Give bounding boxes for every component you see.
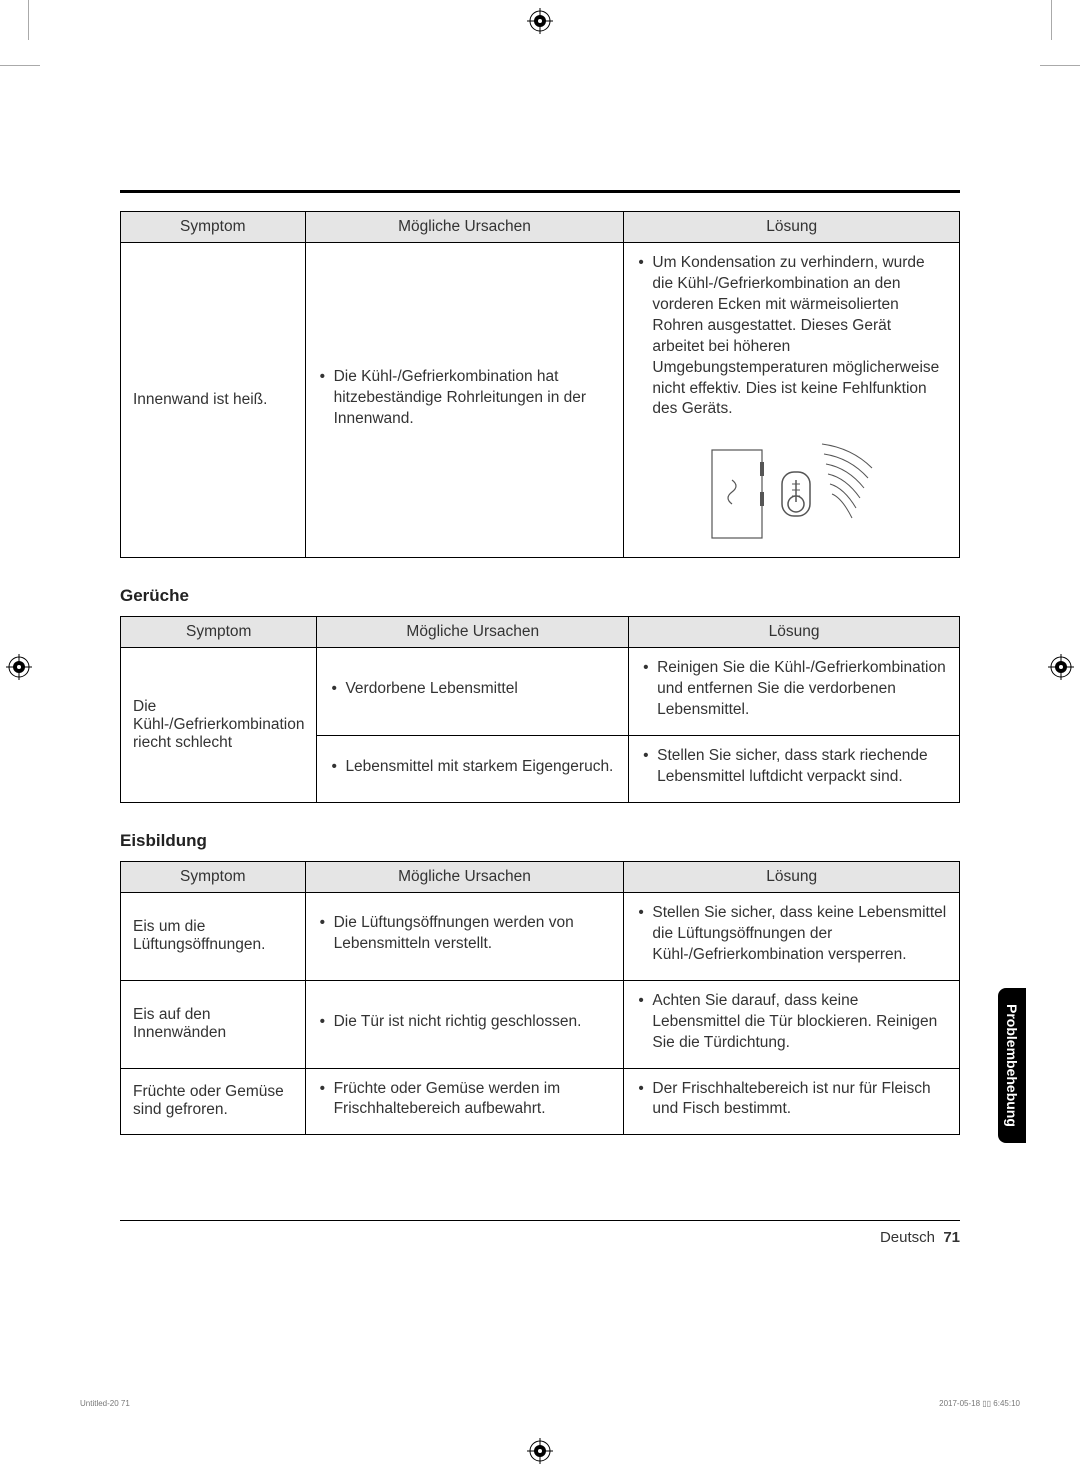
fridge-illustration (636, 432, 947, 547)
solution-cell: Stellen Sie sicher, dass stark riechende… (629, 736, 960, 803)
print-timestamp: 2017-05-18 ▯▯ 6:45:10 (939, 1399, 1020, 1408)
cause-item: Verdorbene Lebensmittel (329, 679, 616, 700)
solution-item: Stellen Sie sicher, dass stark riechende… (641, 746, 947, 788)
page-number: 71 (943, 1229, 960, 1246)
col-header-cause: Mögliche Ursachen (305, 861, 624, 892)
col-header-symptom: Symptom (121, 617, 317, 648)
cause-item: Die Lüftungsöffnungen werden von Lebensm… (318, 913, 612, 955)
symptom-cell: Eis um die Lüftungsöffnungen. (121, 892, 306, 980)
solution-cell: Reinigen Sie die Kühl-/Gefrierkombinatio… (629, 648, 960, 736)
print-file-label: Untitled-20 71 (80, 1399, 130, 1408)
table-row: Die Kühl-/Gefrierkombination riecht schl… (121, 648, 960, 736)
solution-item: Achten Sie darauf, dass keine Lebensmitt… (636, 991, 947, 1054)
crop-mark (1032, 0, 1052, 40)
solution-item: Der Frischhaltebereich ist nur für Fleis… (636, 1079, 947, 1121)
solution-cell: Achten Sie darauf, dass keine Lebensmitt… (624, 980, 960, 1068)
print-footer: Untitled-20 71 2017-05-18 ▯▯ 6:45:10 (80, 1399, 1020, 1408)
table-row: Eis auf den Innenwänden Die Tür ist nich… (121, 980, 960, 1068)
solution-item: Stellen Sie sicher, dass keine Lebensmit… (636, 903, 947, 966)
registration-mark (527, 8, 553, 34)
section-title-ice: Eisbildung (120, 831, 960, 851)
solution-cell: Um Kondensation zu verhindern, wurde die… (624, 243, 960, 558)
footer-lang: Deutsch (880, 1229, 935, 1246)
symptom-cell: Früchte oder Gemüse sind gefroren. (121, 1068, 306, 1135)
cause-item: Lebensmittel mit starkem Eigengeruch. (329, 757, 616, 778)
registration-mark (6, 654, 32, 680)
col-header-symptom: Symptom (121, 861, 306, 892)
table-row: Eis um die Lüftungsöffnungen. Die Lüftun… (121, 892, 960, 980)
solution-item: Um Kondensation zu verhindern, wurde die… (636, 253, 947, 420)
solution-item: Reinigen Sie die Kühl-/Gefrierkombinatio… (641, 658, 947, 721)
top-rule (120, 190, 960, 193)
registration-mark (1048, 654, 1074, 680)
cause-cell: Früchte oder Gemüse werden im Frischhalt… (305, 1068, 624, 1135)
cause-item: Früchte oder Gemüse werden im Frischhalt… (318, 1079, 612, 1121)
section-title-odors: Gerüche (120, 586, 960, 606)
cause-cell: Die Tür ist nicht richtig geschlossen. (305, 980, 624, 1068)
col-header-solution: Lösung (629, 617, 960, 648)
cause-item: Die Tür ist nicht richtig geschlossen. (318, 1012, 612, 1033)
crop-mark (0, 65, 40, 85)
table-row: Innenwand ist heiß. Die Kühl-/Gefrierkom… (121, 243, 960, 558)
col-header-cause: Mögliche Ursachen (305, 212, 624, 243)
symptom-cell: Die Kühl-/Gefrierkombination riecht schl… (121, 648, 317, 803)
troubleshooting-table-heat: Symptom Mögliche Ursachen Lösung Innenwa… (120, 211, 960, 558)
solution-cell: Stellen Sie sicher, dass keine Lebensmit… (624, 892, 960, 980)
crop-mark (28, 0, 48, 40)
cause-item: Die Kühl-/Gefrierkombination hat hitzebe… (318, 367, 612, 430)
footer-text: Deutsch 71 (120, 1229, 960, 1246)
symptom-cell: Innenwand ist heiß. (121, 243, 306, 558)
cause-cell: Lebensmittel mit starkem Eigengeruch. (317, 736, 629, 803)
page-footer: Deutsch 71 (120, 1220, 960, 1246)
col-header-symptom: Symptom (121, 212, 306, 243)
cause-cell: Die Kühl-/Gefrierkombination hat hitzebe… (305, 243, 624, 558)
registration-mark (527, 1438, 553, 1464)
col-header-solution: Lösung (624, 861, 960, 892)
cause-cell: Die Lüftungsöffnungen werden von Lebensm… (305, 892, 624, 980)
troubleshooting-table-ice: Symptom Mögliche Ursachen Lösung Eis um … (120, 861, 960, 1135)
solution-cell: Der Frischhaltebereich ist nur für Fleis… (624, 1068, 960, 1135)
symptom-cell: Eis auf den Innenwänden (121, 980, 306, 1068)
table-row: Früchte oder Gemüse sind gefroren. Früch… (121, 1068, 960, 1135)
col-header-solution: Lösung (624, 212, 960, 243)
col-header-cause: Mögliche Ursachen (317, 617, 629, 648)
crop-mark (1040, 65, 1080, 85)
section-tab: Problembehebung (998, 988, 1026, 1143)
page-content: Symptom Mögliche Ursachen Lösung Innenwa… (120, 190, 960, 1163)
footer-rule (120, 1220, 960, 1221)
cause-cell: Verdorbene Lebensmittel (317, 648, 629, 736)
troubleshooting-table-odors: Symptom Mögliche Ursachen Lösung Die Küh… (120, 616, 960, 803)
